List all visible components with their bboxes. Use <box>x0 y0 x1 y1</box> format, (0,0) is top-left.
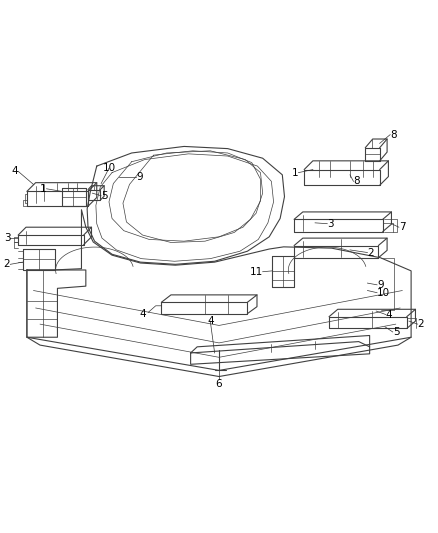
Text: 9: 9 <box>377 280 384 290</box>
Text: 4: 4 <box>386 310 392 319</box>
Text: 5: 5 <box>101 191 108 201</box>
Text: 4: 4 <box>11 166 18 176</box>
Text: 4: 4 <box>139 309 146 319</box>
Text: 8: 8 <box>390 130 397 140</box>
Text: 2: 2 <box>418 319 424 329</box>
Text: 3: 3 <box>327 219 334 229</box>
Text: 4: 4 <box>207 316 214 326</box>
Text: 7: 7 <box>399 222 406 232</box>
Text: 10: 10 <box>102 163 116 173</box>
Text: 5: 5 <box>393 327 399 337</box>
Text: 11: 11 <box>249 266 263 277</box>
Text: 3: 3 <box>4 233 11 243</box>
Text: 2: 2 <box>4 260 11 269</box>
Text: 9: 9 <box>136 172 143 182</box>
Text: 10: 10 <box>377 288 390 298</box>
Text: 1: 1 <box>40 184 46 194</box>
Text: 1: 1 <box>292 168 298 177</box>
Text: 6: 6 <box>215 379 223 389</box>
Text: 2: 2 <box>367 247 374 257</box>
Text: 8: 8 <box>353 176 360 187</box>
